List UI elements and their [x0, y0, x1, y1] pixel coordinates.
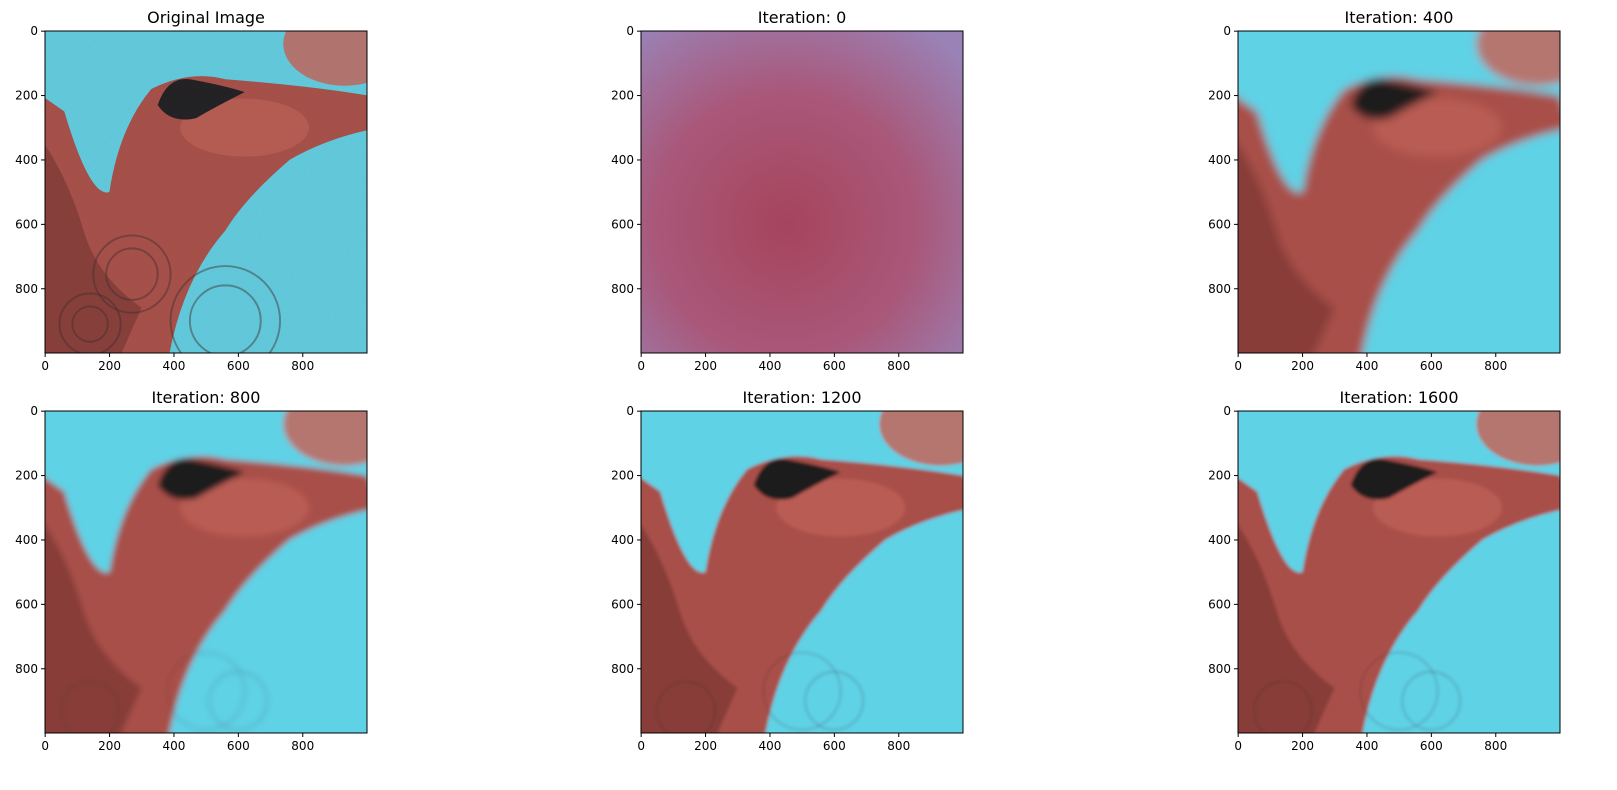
x-tick-label: 600	[1420, 739, 1443, 753]
x-tick-label: 800	[1484, 739, 1507, 753]
y-tick-label: 400	[1208, 533, 1231, 547]
y-tick-label: 0	[1223, 404, 1231, 418]
subplot-title: Iteration: 800	[152, 388, 261, 407]
y-tick-label: 200	[1208, 469, 1231, 483]
x-tick-label: 400	[759, 359, 782, 373]
x-tick-label: 0	[41, 359, 49, 373]
x-tick-label: 0	[637, 739, 645, 753]
x-tick-label: 600	[227, 739, 250, 753]
x-tick-label: 800	[291, 359, 314, 373]
y-tick-label: 800	[611, 282, 634, 296]
panel-image	[45, 411, 367, 733]
y-tick-label: 400	[1208, 153, 1231, 167]
x-tick-label: 400	[759, 739, 782, 753]
axes-frame	[640, 410, 964, 734]
subplot-3: Iteration: 400 0 200 400 600 800 0 200 400 600 800	[1208, 8, 1561, 373]
y-tick-label: 400	[15, 153, 38, 167]
x-tick-label: 400	[163, 359, 186, 373]
x-tick-label: 800	[291, 739, 314, 753]
y-tick-label: 800	[15, 662, 38, 676]
y-tick-label: 0	[626, 24, 634, 38]
x-tick-label: 0	[1234, 739, 1242, 753]
y-tick-label: 200	[611, 469, 634, 483]
y-tick-label: 600	[611, 597, 634, 611]
y-tick-label: 0	[30, 404, 38, 418]
y-tick-label: 800	[1208, 282, 1231, 296]
x-tick-label: 200	[98, 359, 121, 373]
y-tick-label: 600	[1208, 597, 1231, 611]
subplot-5: Iteration: 1200 0 200 400 600 800 0 200 400 600 80…	[611, 388, 964, 753]
x-tick-label: 600	[823, 359, 846, 373]
y-tick-label: 400	[611, 153, 634, 167]
axes-frame	[1237, 410, 1561, 734]
y-tick-label: 400	[15, 533, 38, 547]
x-tick-label: 200	[1291, 359, 1314, 373]
x-tick-label: 0	[637, 359, 645, 373]
y-tick-label: 0	[30, 24, 38, 38]
subplot-2: Iteration: 0 0 200 400 600 800 0 200 400 600 800	[611, 8, 964, 373]
axes-frame	[640, 30, 964, 354]
panel-image	[641, 411, 963, 733]
subplot-4: Iteration: 800 0 200 400 600 800 0 200 400 600 800	[15, 388, 368, 753]
y-tick-label: 0	[626, 404, 634, 418]
panel-image	[45, 31, 367, 353]
x-tick-label: 800	[1484, 359, 1507, 373]
x-tick-label: 200	[98, 739, 121, 753]
panel-image	[641, 31, 963, 353]
x-tick-label: 0	[1234, 359, 1242, 373]
panel-image	[1238, 411, 1560, 733]
x-tick-label: 200	[1291, 739, 1314, 753]
y-tick-label: 200	[15, 89, 38, 103]
y-tick-label: 600	[611, 217, 634, 231]
subplot-1: Original Image 0 200 400 600 800 0 200 400 600 800	[15, 8, 368, 373]
y-tick-label: 800	[15, 282, 38, 296]
subplot-6: Iteration: 1600 0 200 400 600 800 0 200 400 600 80…	[1208, 388, 1561, 753]
x-tick-label: 200	[694, 739, 717, 753]
y-tick-label: 0	[1223, 24, 1231, 38]
x-tick-label: 400	[1356, 739, 1379, 753]
subplot-title: Iteration: 0	[758, 8, 847, 27]
subplot-title: Iteration: 1600	[1339, 388, 1458, 407]
x-tick-label: 400	[1356, 359, 1379, 373]
y-tick-label: 600	[15, 217, 38, 231]
y-tick-label: 600	[1208, 217, 1231, 231]
subplot-title: Iteration: 400	[1345, 8, 1454, 27]
x-tick-label: 200	[694, 359, 717, 373]
y-tick-label: 800	[611, 662, 634, 676]
y-tick-label: 600	[15, 597, 38, 611]
y-tick-label: 200	[1208, 89, 1231, 103]
x-tick-label: 800	[887, 739, 910, 753]
x-tick-label: 600	[823, 739, 846, 753]
axes-frame	[1237, 30, 1561, 354]
y-tick-label: 200	[611, 89, 634, 103]
x-tick-label: 400	[163, 739, 186, 753]
y-tick-label: 400	[611, 533, 634, 547]
x-tick-label: 0	[41, 739, 49, 753]
y-tick-label: 200	[15, 469, 38, 483]
x-tick-label: 600	[227, 359, 250, 373]
axes-frame	[44, 30, 368, 354]
subplot-title: Iteration: 1200	[742, 388, 861, 407]
panel-image	[1238, 31, 1560, 353]
x-tick-label: 800	[887, 359, 910, 373]
axes-frame	[44, 410, 368, 734]
x-tick-label: 600	[1420, 359, 1443, 373]
y-tick-label: 800	[1208, 662, 1231, 676]
subplot-title: Original Image	[147, 8, 265, 27]
